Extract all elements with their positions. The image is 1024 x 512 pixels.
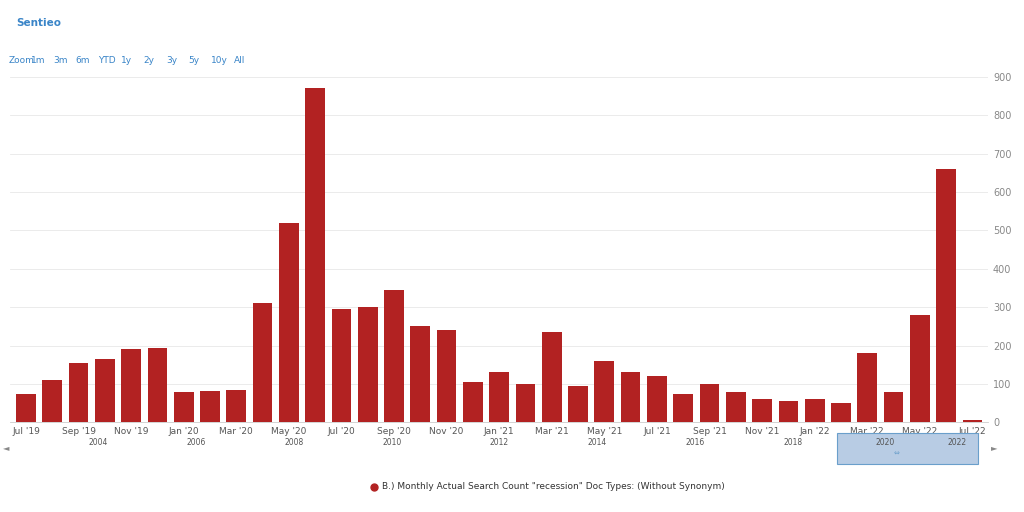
- Text: 6m: 6m: [76, 56, 90, 65]
- Bar: [910, 315, 930, 422]
- FancyBboxPatch shape: [0, 6, 92, 42]
- Text: 5y: 5y: [188, 56, 200, 65]
- Bar: [516, 384, 536, 422]
- Text: YTD: YTD: [98, 56, 116, 65]
- Text: OPEN PLOTTER: OPEN PLOTTER: [781, 18, 838, 28]
- Bar: [884, 392, 903, 422]
- Text: Sentieo: Sentieo: [16, 18, 61, 28]
- Bar: [95, 359, 115, 422]
- Bar: [936, 169, 956, 422]
- Text: 2y: 2y: [143, 56, 155, 65]
- Bar: [384, 290, 403, 422]
- Text: 3m: 3m: [53, 56, 68, 65]
- Text: 3y: 3y: [166, 56, 177, 65]
- Text: 2012: 2012: [489, 438, 509, 447]
- Text: 2018: 2018: [783, 438, 802, 447]
- Text: 2006: 2006: [186, 438, 206, 447]
- Text: 2010: 2010: [382, 438, 401, 447]
- Bar: [805, 399, 824, 422]
- Text: ⇔: ⇔: [893, 451, 899, 456]
- Bar: [489, 373, 509, 422]
- FancyBboxPatch shape: [837, 433, 978, 464]
- Text: 2016: 2016: [685, 438, 705, 447]
- Bar: [16, 394, 36, 422]
- Text: 1y: 1y: [121, 56, 132, 65]
- Bar: [963, 420, 982, 422]
- Bar: [279, 223, 299, 422]
- Text: ►: ►: [991, 443, 997, 453]
- Bar: [69, 363, 88, 422]
- Text: 2008: 2008: [285, 438, 303, 447]
- Text: All: All: [233, 56, 245, 65]
- Bar: [753, 399, 772, 422]
- Text: SIGN UP: SIGN UP: [973, 18, 1005, 28]
- Bar: [647, 376, 667, 422]
- Text: 2020: 2020: [876, 438, 895, 447]
- Bar: [437, 330, 457, 422]
- Text: Share Link: Share Link: [897, 18, 937, 28]
- Bar: [226, 390, 246, 422]
- Text: Zoom: Zoom: [8, 56, 34, 65]
- Bar: [674, 394, 693, 422]
- Bar: [253, 303, 272, 422]
- Bar: [778, 401, 799, 422]
- Text: 2014: 2014: [588, 438, 606, 447]
- Bar: [726, 392, 745, 422]
- Text: 10y: 10y: [211, 56, 227, 65]
- Bar: [595, 361, 614, 422]
- Bar: [200, 391, 220, 422]
- Bar: [332, 309, 351, 422]
- Text: Transcripts with mentions of "recession" (monthly document count)  Jul 03, 2022: Transcripts with mentions of "recession"…: [82, 18, 447, 28]
- Bar: [568, 386, 588, 422]
- Text: B.) Monthly Actual Search Count "recession" Doc Types: (Without Synonym): B.) Monthly Actual Search Count "recessi…: [382, 482, 725, 491]
- Bar: [174, 392, 194, 422]
- Bar: [857, 353, 878, 422]
- Bar: [147, 348, 167, 422]
- Text: 2022: 2022: [947, 438, 967, 447]
- Bar: [699, 384, 720, 422]
- Bar: [121, 349, 141, 422]
- Bar: [42, 380, 62, 422]
- Text: 2004: 2004: [88, 438, 108, 447]
- Bar: [305, 89, 325, 422]
- Text: ◄: ◄: [3, 443, 9, 453]
- Bar: [358, 307, 378, 422]
- Bar: [463, 382, 482, 422]
- Bar: [621, 373, 640, 422]
- Bar: [411, 327, 430, 422]
- Text: 1m: 1m: [31, 56, 45, 65]
- Y-axis label: Total Documents: Total Documents: [1021, 209, 1024, 290]
- Bar: [542, 332, 561, 422]
- Bar: [831, 403, 851, 422]
